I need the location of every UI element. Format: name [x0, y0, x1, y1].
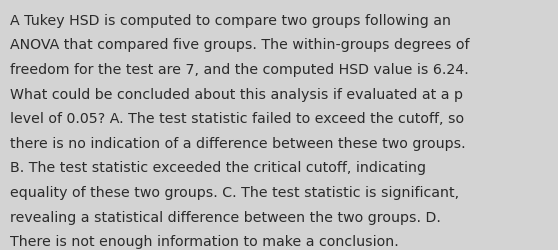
Text: There is not enough information to make a conclusion.: There is not enough information to make …: [10, 234, 399, 248]
Text: freedom for the test are 7, and the computed HSD value is 6.24.: freedom for the test are 7, and the comp…: [10, 63, 469, 77]
Text: revealing a statistical difference between the two groups. D.: revealing a statistical difference betwe…: [10, 210, 441, 224]
Text: level of 0.05? A. The test statistic failed to exceed the cutoff, so: level of 0.05? A. The test statistic fai…: [10, 112, 464, 126]
Text: What could be concluded about this analysis if evaluated at a p: What could be concluded about this analy…: [10, 87, 463, 101]
Text: ANOVA that compared five groups. The within-groups degrees of: ANOVA that compared five groups. The wit…: [10, 38, 469, 52]
Text: equality of these two groups. C. The test statistic is significant,: equality of these two groups. C. The tes…: [10, 185, 459, 199]
Text: B. The test statistic exceeded the critical cutoff, indicating: B. The test statistic exceeded the criti…: [10, 161, 426, 175]
Text: there is no indication of a difference between these two groups.: there is no indication of a difference b…: [10, 136, 466, 150]
Text: A Tukey HSD is computed to compare two groups following an: A Tukey HSD is computed to compare two g…: [10, 14, 451, 28]
